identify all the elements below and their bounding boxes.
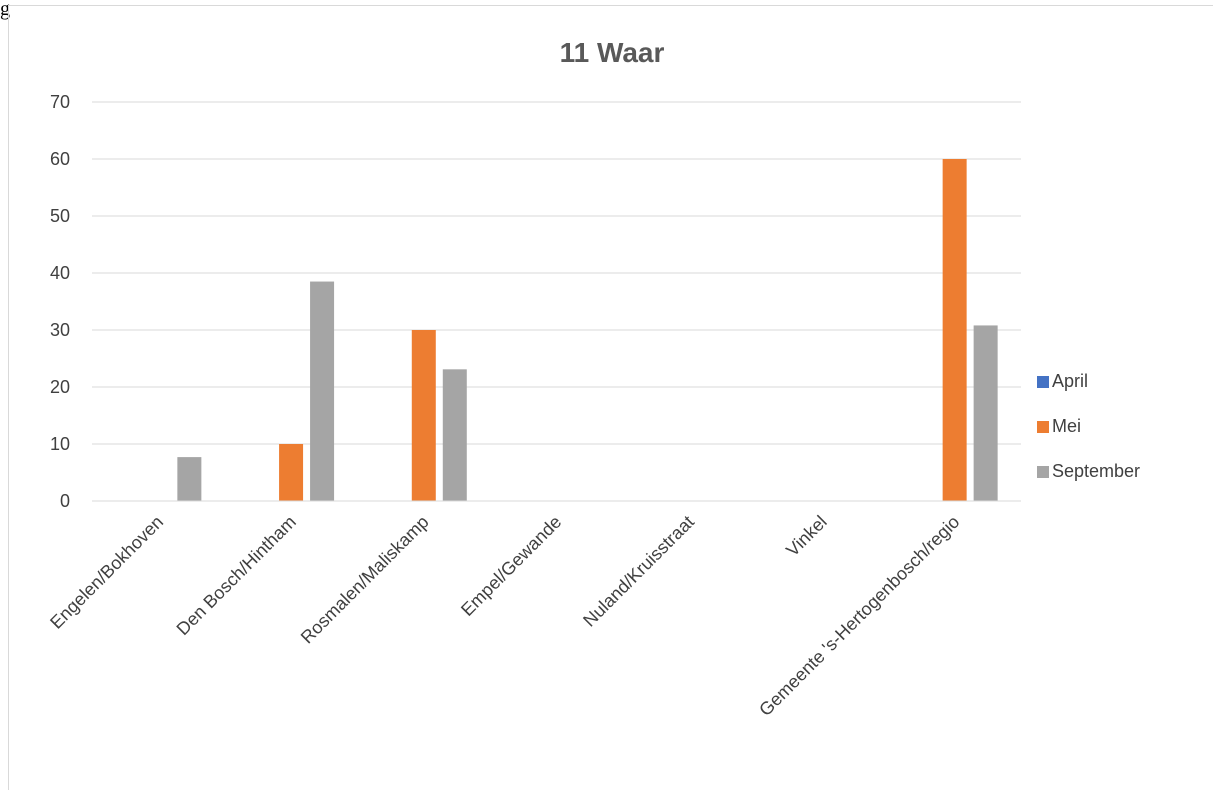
x-tick-label: Rosmalen/Maliskamp	[297, 512, 433, 648]
y-tick-label: 70	[50, 92, 70, 112]
x-tick-label: Den Bosch/Hintham	[173, 512, 300, 639]
bar-september-1	[310, 281, 335, 501]
x-tick-label: Nuland/Kruisstraat	[579, 512, 698, 631]
y-tick-label: 40	[50, 263, 70, 283]
legend-swatch-mei	[1037, 421, 1049, 433]
legend-swatch-september	[1037, 466, 1049, 478]
bar-september-2	[442, 369, 467, 501]
x-axis-tick-labels: Engelen/Bokhoven Den Bosch/HinthamRosmale…	[46, 512, 963, 720]
y-tick-label: 20	[50, 377, 70, 397]
y-tick-label: 50	[50, 206, 70, 226]
bar-mei-6	[942, 159, 967, 501]
y-axis-tick-labels: 0 10 20 30 40 50 60 70	[50, 92, 70, 511]
legend-label-september: September	[1052, 461, 1140, 481]
y-tick-label: 30	[50, 320, 70, 340]
bar-mei-1	[279, 444, 304, 501]
legend-label-april: April	[1052, 371, 1088, 391]
page-fragment-text: g	[0, 0, 10, 20]
y-tick-label: 10	[50, 434, 70, 454]
grid-lines	[92, 101, 1021, 445]
y-tick-label: 60	[50, 149, 70, 169]
bar-mei-2	[411, 330, 436, 501]
legend-label-mei: Mei	[1052, 416, 1081, 436]
chart-title: 11 Waar	[560, 37, 665, 68]
x-tick-label: Empel/Gewande	[457, 512, 565, 620]
x-tick-label: Vinkel	[782, 512, 831, 561]
x-tick-label: Engelen/Bokhoven	[46, 512, 167, 633]
legend: April Mei September	[1037, 371, 1140, 481]
y-tick-label: 0	[60, 491, 70, 511]
bar-september-0	[177, 457, 202, 501]
chart-area-border	[8, 5, 1213, 790]
bars	[177, 159, 998, 501]
legend-swatch-april	[1037, 376, 1049, 388]
bar-september-6	[973, 325, 998, 501]
